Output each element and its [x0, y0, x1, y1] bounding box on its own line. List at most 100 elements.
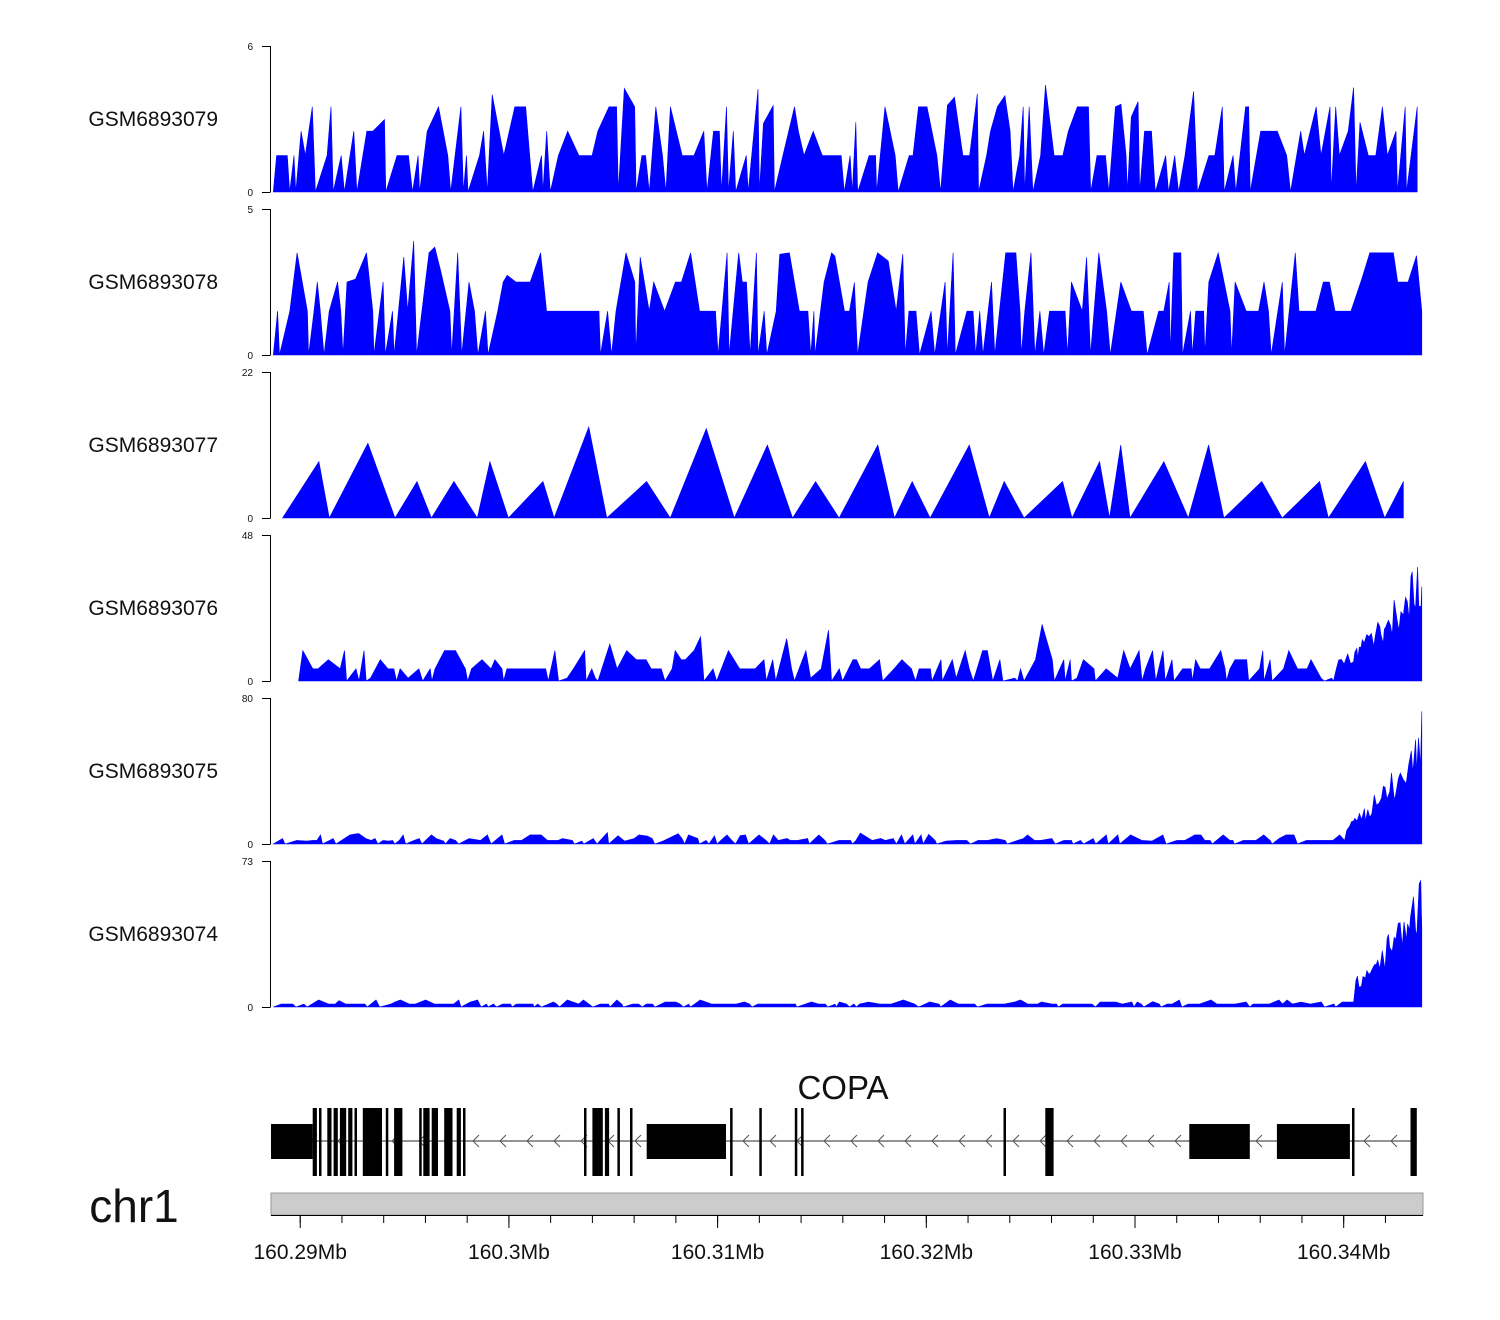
exon-13 [419, 1108, 422, 1176]
exon-16 [444, 1108, 453, 1176]
y-tick-label: 0 [247, 840, 253, 851]
coverage-signal [272, 84, 1418, 193]
y-tick-label: 0 [247, 188, 253, 199]
strand-arrow-icon [1147, 1134, 1155, 1148]
y-tick-label: 5 [247, 205, 253, 216]
exon-8 [354, 1108, 357, 1176]
track-label: GSM6893075 [88, 760, 218, 783]
strand-arrow-icon [418, 1134, 426, 1148]
track-GSM6893078: GSM6893078 0 5 [88, 205, 1423, 362]
chromosome-ideogram-bar [270, 1192, 1424, 1216]
strand-arrow-icon [985, 1134, 993, 1148]
exon-3 [319, 1108, 322, 1176]
coverage-tracks: GSM689307906GSM689307805GSM6893077022GSM… [88, 42, 1423, 1014]
y-tick-label: 22 [242, 368, 254, 379]
genome-axis: 160.29Mb 160.3Mb 160.31Mb 160.32Mb 160.33Mb 1… [254, 1215, 1423, 1264]
genome-axis-track: chr1 160.29Mb 160.3Mb 160.31Mb 160.32Mb 160.… [89, 1180, 1424, 1264]
gene-model [271, 1108, 1417, 1176]
strand-arrow-icon [931, 1134, 939, 1148]
strand-arrow-icon [823, 1134, 831, 1148]
exon-28 [801, 1108, 804, 1176]
gene-track: COPA [271, 1069, 1417, 1176]
exon-17 [456, 1108, 461, 1176]
coverage-signal [298, 566, 1423, 683]
strand-arrow-icon [1039, 1134, 1047, 1148]
exon-33 [1352, 1108, 1355, 1176]
exon-20 [592, 1108, 603, 1176]
coverage-signal [272, 711, 1423, 845]
exon-5 [333, 1108, 338, 1176]
strand-arrow-icon [1120, 1134, 1128, 1148]
exon-14 [423, 1108, 430, 1176]
exon-26 [759, 1108, 762, 1176]
x-tick-label: 160.31Mb [671, 1241, 764, 1264]
exon-12 [394, 1108, 403, 1176]
y-tick-label: 0 [247, 1003, 253, 1014]
exon-22 [617, 1108, 620, 1176]
track-label: GSM6893076 [88, 597, 218, 620]
strand-arrow-icon [1093, 1134, 1101, 1148]
exon-31 [1189, 1124, 1250, 1159]
gene-label: COPA [797, 1069, 888, 1106]
track-GSM6893074: GSM6893074 0 73 [88, 857, 1423, 1014]
y-tick-label: 0 [247, 351, 253, 362]
track-GSM6893076: GSM6893076 0 48 [88, 531, 1423, 688]
strand-arrow-icon [526, 1134, 534, 1148]
exon-11 [385, 1108, 389, 1176]
exon-32 [1276, 1124, 1350, 1159]
exon-6 [339, 1108, 347, 1176]
strand-arrow-icon [904, 1134, 912, 1148]
x-tick-label: 160.34Mb [1297, 1241, 1390, 1264]
exon-7 [348, 1108, 353, 1176]
strand-arrow-icon [769, 1134, 777, 1148]
strand-arrow-icon [958, 1134, 966, 1148]
track-label: GSM6893074 [88, 923, 218, 946]
track-GSM6893077: GSM6893077 0 22 [88, 368, 1404, 525]
exon-9 [362, 1108, 380, 1176]
exon-4 [327, 1108, 332, 1176]
exon-18 [463, 1108, 466, 1176]
exon-25 [730, 1108, 733, 1176]
exon-30 [1045, 1108, 1054, 1176]
exon-27 [794, 1108, 798, 1176]
strand-arrow-icon [499, 1134, 507, 1148]
y-tick-label: 0 [247, 514, 253, 525]
strand-arrow-icon [1255, 1134, 1263, 1148]
strand-arrow-icon [1012, 1134, 1020, 1148]
exon-19 [584, 1108, 587, 1176]
strand-arrow-icon [1066, 1134, 1074, 1148]
x-tick-label: 160.29Mb [254, 1241, 347, 1264]
strand-arrow-icon [877, 1134, 885, 1148]
exon-10 [379, 1108, 382, 1176]
coverage-signal [273, 879, 1423, 1008]
strand-arrow-icon [1390, 1134, 1398, 1148]
y-tick-label: 80 [242, 694, 254, 705]
coverage-signal [281, 425, 1404, 519]
exon-34 [1410, 1108, 1417, 1176]
track-label: GSM6893079 [88, 108, 218, 131]
track-label: GSM6893078 [88, 271, 218, 294]
exon-15 [431, 1108, 438, 1176]
y-tick-label: 6 [247, 42, 253, 53]
y-tick-label: 48 [242, 531, 254, 542]
strand-arrow-icon [634, 1134, 642, 1148]
strand-arrow-icon [742, 1134, 750, 1148]
track-GSM6893079: GSM6893079 0 6 [88, 42, 1418, 199]
exon-1 [271, 1124, 313, 1159]
track-label: GSM6893077 [88, 434, 218, 457]
exon-29 [1003, 1108, 1006, 1176]
x-tick-label: 160.3Mb [468, 1241, 550, 1264]
exon-24 [646, 1124, 726, 1159]
x-tick-label: 160.32Mb [880, 1241, 973, 1264]
strand-arrow-icon [553, 1134, 561, 1148]
strand-arrow-icon [1174, 1134, 1182, 1148]
exon-21 [604, 1108, 610, 1176]
y-tick-label: 73 [242, 857, 254, 868]
exon-23 [630, 1108, 633, 1176]
track-GSM6893075: GSM6893075 0 80 [88, 694, 1423, 851]
coverage-signal [272, 240, 1423, 356]
strand-arrow-icon [850, 1134, 858, 1148]
x-tick-label: 160.33Mb [1088, 1241, 1181, 1264]
y-tick-label: 0 [247, 677, 253, 688]
